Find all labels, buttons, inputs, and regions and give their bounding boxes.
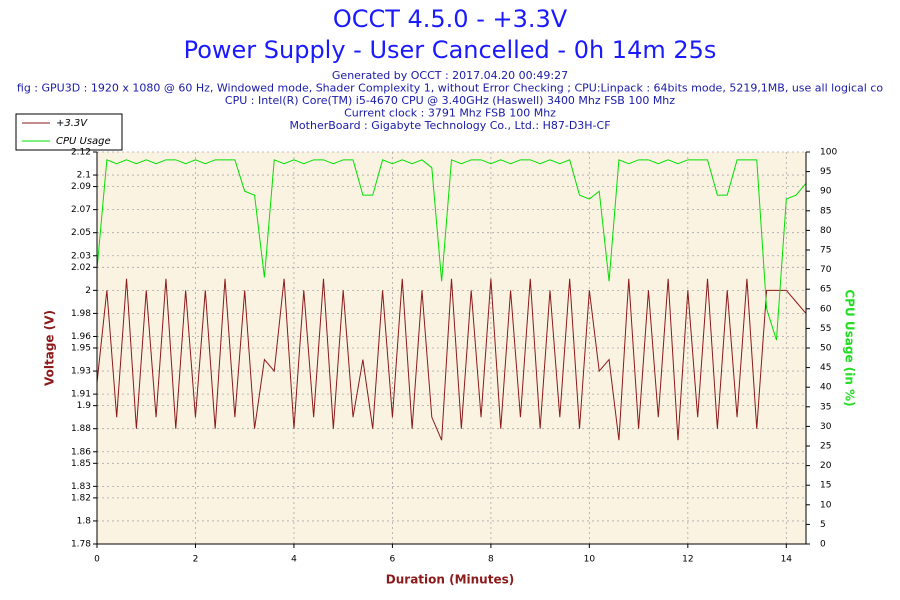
- x-tick-label: 6: [390, 555, 396, 565]
- x-tick-label: 4: [291, 555, 297, 565]
- y2-tick-label: 40: [820, 383, 832, 393]
- y2-tick-label: 90: [820, 187, 832, 197]
- y-tick-label: 2.1: [77, 171, 91, 181]
- y2-tick-label: 70: [820, 265, 832, 275]
- y-tick-label: 1.95: [71, 344, 91, 354]
- legend-box: [15, 113, 123, 151]
- y2-tick-label: 15: [820, 481, 831, 491]
- y-tick-label: 1.88: [71, 424, 91, 434]
- y-tick-label: 2: [85, 286, 91, 296]
- series-line: [96, 159, 807, 341]
- x-axis-title: Duration (Minutes): [386, 573, 514, 587]
- y-tick-label: 1.83: [71, 482, 91, 492]
- y2-axis-title: CPU Usage (in %): [843, 289, 857, 406]
- x-tick-label: 10: [584, 555, 596, 565]
- y-tick-label: 1.91: [71, 390, 91, 400]
- chart-title: OCCT 4.5.0 - +3.3V: [333, 5, 568, 33]
- x-tick-label: 12: [682, 555, 693, 565]
- x-tick-label: 0: [94, 555, 100, 565]
- y2-tick-label: 50: [820, 344, 832, 354]
- y-tick-label: 1.93: [71, 367, 91, 377]
- x-tick-label: 8: [488, 555, 494, 565]
- y-tick-label: 1.82: [71, 493, 91, 503]
- legend-label: CPU Usage: [56, 136, 111, 147]
- y-tick-label: 1.96: [71, 332, 91, 342]
- y2-tick-label: 60: [820, 304, 832, 314]
- legend-label: +3.3V: [56, 118, 88, 129]
- y-tick-label: 2.05: [71, 228, 91, 238]
- y-tick-label: 1.78: [71, 540, 91, 550]
- y2-tick-label: 100: [820, 148, 837, 158]
- y2-tick-label: 95: [820, 167, 831, 177]
- y-axis-title: Voltage (V): [43, 310, 57, 386]
- y-tick-label: 1.9: [77, 401, 92, 411]
- info-line: fig : GPU3D : 1920 x 1080 @ 60 Hz, Windo…: [17, 82, 883, 95]
- x-tick-label: 14: [781, 555, 793, 565]
- y-tick-label: 2.07: [71, 205, 91, 215]
- lines: [96, 159, 807, 441]
- y2-tick-label: 0: [820, 540, 826, 550]
- y2-tick-label: 80: [820, 226, 832, 236]
- y-tick-label: 1.85: [71, 459, 91, 469]
- chart-subtitle: Power Supply - User Cancelled - 0h 14m 2…: [184, 36, 717, 64]
- series-line: [96, 278, 807, 441]
- y2-tick-label: 55: [820, 324, 831, 334]
- y2-tick-label: 10: [820, 500, 832, 510]
- legend: +3.3V CPU Usage: [15, 113, 123, 151]
- y2-tick-label: 75: [820, 246, 831, 256]
- y-tick-label: 1.8: [77, 516, 92, 526]
- y-tick-label: 2.02: [71, 263, 91, 273]
- info-line: MotherBoard : Gigabyte Technology Co., L…: [289, 119, 610, 132]
- y-tick-label: 1.98: [71, 309, 91, 319]
- y2-tick-label: 20: [820, 461, 832, 471]
- y-tick-label: 2.12: [71, 148, 91, 158]
- y2-tick-label: 85: [820, 206, 831, 216]
- y-tick-label: 2.03: [71, 251, 91, 261]
- y2-tick-label: 30: [820, 422, 832, 432]
- y2-tick-label: 5: [820, 520, 826, 530]
- y2-tick-label: 35: [820, 402, 831, 412]
- x-tick-label: 2: [193, 555, 199, 565]
- y2-tick-label: 65: [820, 285, 831, 295]
- info-line: Generated by OCCT : 2017.04.20 00:49:27: [332, 69, 568, 82]
- y2-tick-label: 45: [820, 363, 831, 373]
- info-line: CPU : Intel(R) Core(TM) i5-4670 CPU @ 3.…: [225, 94, 675, 107]
- y2-tick-label: 25: [820, 442, 831, 452]
- y-tick-label: 1.86: [71, 447, 91, 457]
- y-tick-label: 2.09: [71, 182, 91, 192]
- info-line: Current clock : 3791 Mhz FSB 100 Mhz: [344, 107, 556, 120]
